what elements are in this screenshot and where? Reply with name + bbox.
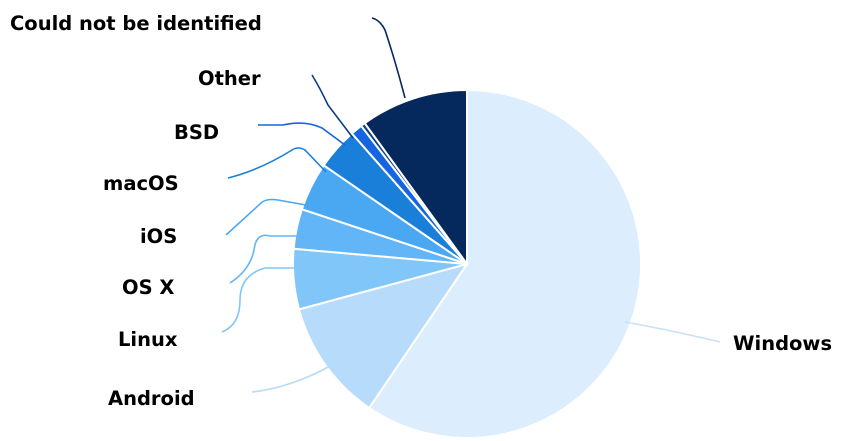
pie-slice-android [297,262,470,410]
leader-line-android [251,365,331,393]
slice-label-os-x: OS X [122,276,174,299]
leader-line-os-x [229,234,298,284]
slice-label-windows: Windows [733,332,832,355]
pie-slice-could-not-be-identified [363,88,468,268]
slice-labels: Windows Android Linux OS X iOS macOS BSD Other C… [10,12,832,410]
leader-line-could-not-be-identified [371,17,406,99]
slice-label-linux: Linux [118,328,178,351]
pie-slices [292,88,642,439]
slice-label-macos: macOS [103,172,179,195]
slice-label-ios: iOS [140,225,177,248]
slice-label-could-not-be-identified: Could not be identified [10,12,262,35]
slice-label-android: Android [108,387,195,410]
leader-line-linux [221,267,297,333]
slice-label-bsd: BSD [174,121,219,144]
leader-line-other [311,74,354,139]
leader-line-windows [624,321,721,343]
leader-line-ios [225,198,307,236]
leader-lines [221,17,721,393]
leader-line-macos [227,147,327,179]
leader-line-bsd [258,122,346,146]
slice-label-other: Other [198,67,261,90]
